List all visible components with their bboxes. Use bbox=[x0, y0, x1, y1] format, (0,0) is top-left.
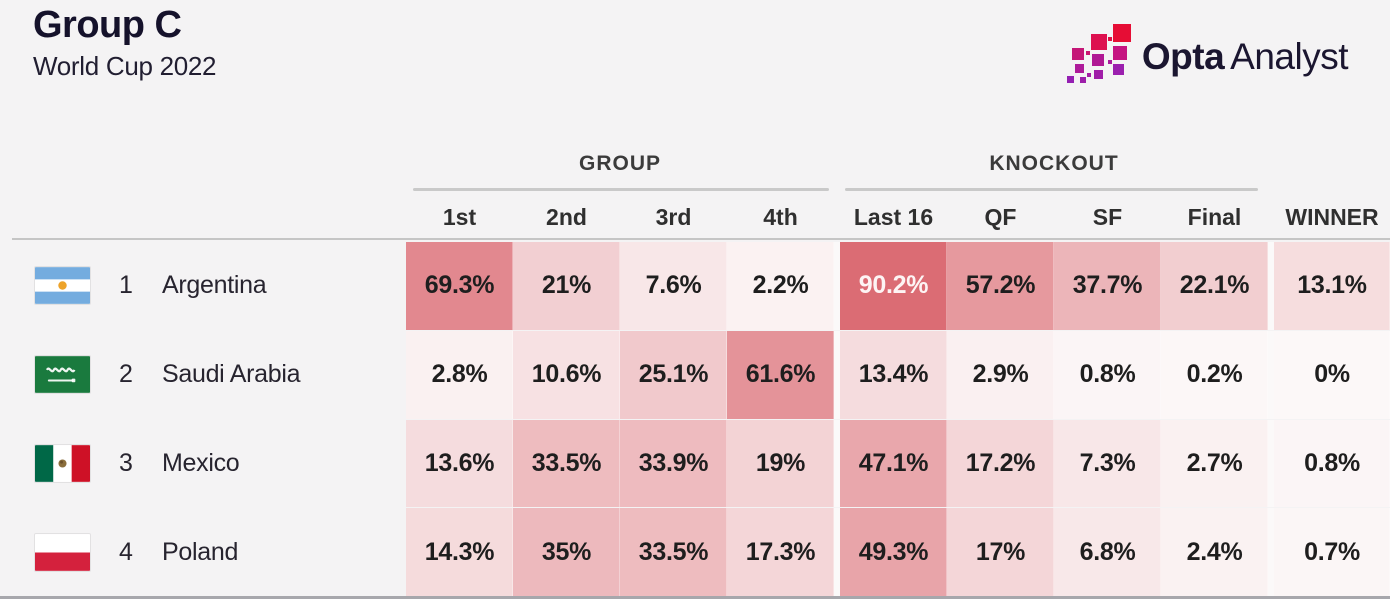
column-header-last-16: Last 16 bbox=[853, 203, 934, 230]
prob-cell-poland-qf: 17% bbox=[947, 508, 1054, 596]
prob-cell-poland-1st: 14.3% bbox=[406, 508, 513, 596]
knockout-header-rule bbox=[845, 188, 1258, 191]
prob-cell-argentina-final: 22.1% bbox=[1161, 242, 1268, 330]
prob-cell-mexico-3rd: 33.9% bbox=[620, 419, 727, 508]
prob-cell-mexico-2nd: 33.5% bbox=[513, 419, 620, 508]
page-title: Group C bbox=[33, 4, 182, 46]
prob-cell-mexico-winner: 0.8% bbox=[1274, 419, 1390, 508]
column-group-gap bbox=[834, 242, 840, 330]
column-header-1st: 1st bbox=[442, 203, 477, 230]
prob-cell-mexico-1st: 13.6% bbox=[406, 419, 513, 508]
opta-logo-wordmark: Opta Analyst bbox=[1141, 35, 1349, 78]
prob-cell-poland-final: 2.4% bbox=[1161, 508, 1268, 596]
prob-cell-mexico-sf: 7.3% bbox=[1054, 419, 1161, 508]
prob-cell-mexico-last-16: 47.1% bbox=[840, 419, 947, 508]
flag-saudi-arabia-icon bbox=[35, 356, 90, 393]
prob-cell-argentina-last-16: 90.2% bbox=[840, 242, 947, 330]
table-top-rule bbox=[12, 238, 1390, 240]
prob-cell-poland-2nd: 35% bbox=[513, 508, 620, 596]
column-header-2nd: 2nd bbox=[546, 203, 587, 230]
team-name: Mexico bbox=[162, 448, 240, 477]
column-headers-row: 1st 2nd 3rd 4th Last 16 QF SF Final WINNER bbox=[0, 196, 1390, 238]
prob-cell-saudi-arabia-winner: 0% bbox=[1274, 330, 1390, 419]
prob-cell-mexico-4th: 19% bbox=[727, 419, 834, 508]
prob-cell-argentina-3rd: 7.6% bbox=[620, 242, 727, 330]
column-group-gap bbox=[1268, 330, 1274, 419]
logo-word-opta: Opta bbox=[1141, 35, 1225, 77]
team-name: Argentina bbox=[162, 271, 267, 300]
team-cell-argentina: 1 Argentina bbox=[0, 242, 406, 330]
group-header-rule bbox=[413, 188, 829, 191]
prob-cell-mexico-final: 2.7% bbox=[1161, 419, 1268, 508]
team-rank: 1 bbox=[119, 271, 133, 300]
column-header-3rd: 3rd bbox=[655, 203, 692, 230]
flag-argentina-icon bbox=[35, 267, 90, 305]
page-subtitle: World Cup 2022 bbox=[33, 50, 217, 81]
opta-analyst-logo: Opta Analyst bbox=[1066, 24, 1349, 89]
prob-cell-saudi-arabia-qf: 2.9% bbox=[947, 330, 1054, 419]
prob-cell-saudi-arabia-1st: 2.8% bbox=[406, 330, 513, 419]
prob-cell-argentina-qf: 57.2% bbox=[947, 242, 1054, 330]
title-block: Group C World Cup 2022 bbox=[33, 4, 217, 82]
column-group-gap bbox=[1268, 508, 1274, 596]
column-group-gap bbox=[834, 419, 840, 508]
opta-logo-mark-icon bbox=[1066, 24, 1131, 89]
prob-cell-argentina-sf: 37.7% bbox=[1054, 242, 1161, 330]
flag-mexico-icon bbox=[35, 445, 90, 482]
column-header-sf: SF bbox=[1092, 203, 1123, 230]
prob-cell-saudi-arabia-2nd: 10.6% bbox=[513, 330, 620, 419]
prob-cell-poland-4th: 17.3% bbox=[727, 508, 834, 596]
prob-cell-saudi-arabia-3rd: 25.1% bbox=[620, 330, 727, 419]
prob-cell-poland-sf: 6.8% bbox=[1054, 508, 1161, 596]
prob-cell-argentina-winner: 13.1% bbox=[1274, 242, 1390, 330]
prob-cell-saudi-arabia-last-16: 13.4% bbox=[840, 330, 947, 419]
column-group-gap bbox=[834, 330, 840, 419]
logo-word-analyst: Analyst bbox=[1230, 35, 1348, 77]
column-header-4th: 4th bbox=[763, 203, 798, 230]
team-name: Saudi Arabia bbox=[162, 360, 301, 389]
column-header-winner: WINNER bbox=[1285, 203, 1379, 230]
team-cell-poland: 4 Poland bbox=[0, 508, 406, 596]
team-cell-saudi-arabia: 2 Saudi Arabia bbox=[0, 331, 406, 419]
column-group-gap bbox=[834, 508, 840, 596]
team-rank: 3 bbox=[119, 448, 133, 477]
column-header-qf: QF bbox=[984, 203, 1017, 230]
prob-cell-saudi-arabia-sf: 0.8% bbox=[1054, 330, 1161, 419]
team-rank: 4 bbox=[119, 537, 133, 566]
table-bottom-rule bbox=[0, 596, 1390, 599]
section-header-knockout: KNOCKOUT bbox=[989, 152, 1119, 175]
team-name: Poland bbox=[162, 537, 239, 566]
prob-cell-mexico-qf: 17.2% bbox=[947, 419, 1054, 508]
prob-cell-poland-last-16: 49.3% bbox=[840, 508, 947, 596]
prob-cell-argentina-1st: 69.3% bbox=[406, 242, 513, 330]
team-cell-mexico: 3 Mexico bbox=[0, 420, 406, 508]
prob-cell-argentina-2nd: 21% bbox=[513, 242, 620, 330]
column-group-gap bbox=[1268, 242, 1274, 330]
column-group-gap bbox=[1268, 419, 1274, 508]
section-header-group: GROUP bbox=[578, 152, 661, 175]
column-header-final: Final bbox=[1187, 203, 1242, 230]
prob-cell-saudi-arabia-final: 0.2% bbox=[1161, 330, 1268, 419]
flag-poland-icon bbox=[35, 533, 90, 571]
team-rank: 2 bbox=[119, 360, 133, 389]
prob-cell-argentina-4th: 2.2% bbox=[727, 242, 834, 330]
prob-cell-poland-3rd: 33.5% bbox=[620, 508, 727, 596]
prob-cell-saudi-arabia-4th: 61.6% bbox=[727, 330, 834, 419]
heatmap-table-body: 1 Argentina 69.3% 21% 7.6% 2.2% 90.2% 57.2% 37.7… bbox=[0, 242, 1390, 596]
prob-cell-poland-winner: 0.7% bbox=[1274, 508, 1390, 596]
